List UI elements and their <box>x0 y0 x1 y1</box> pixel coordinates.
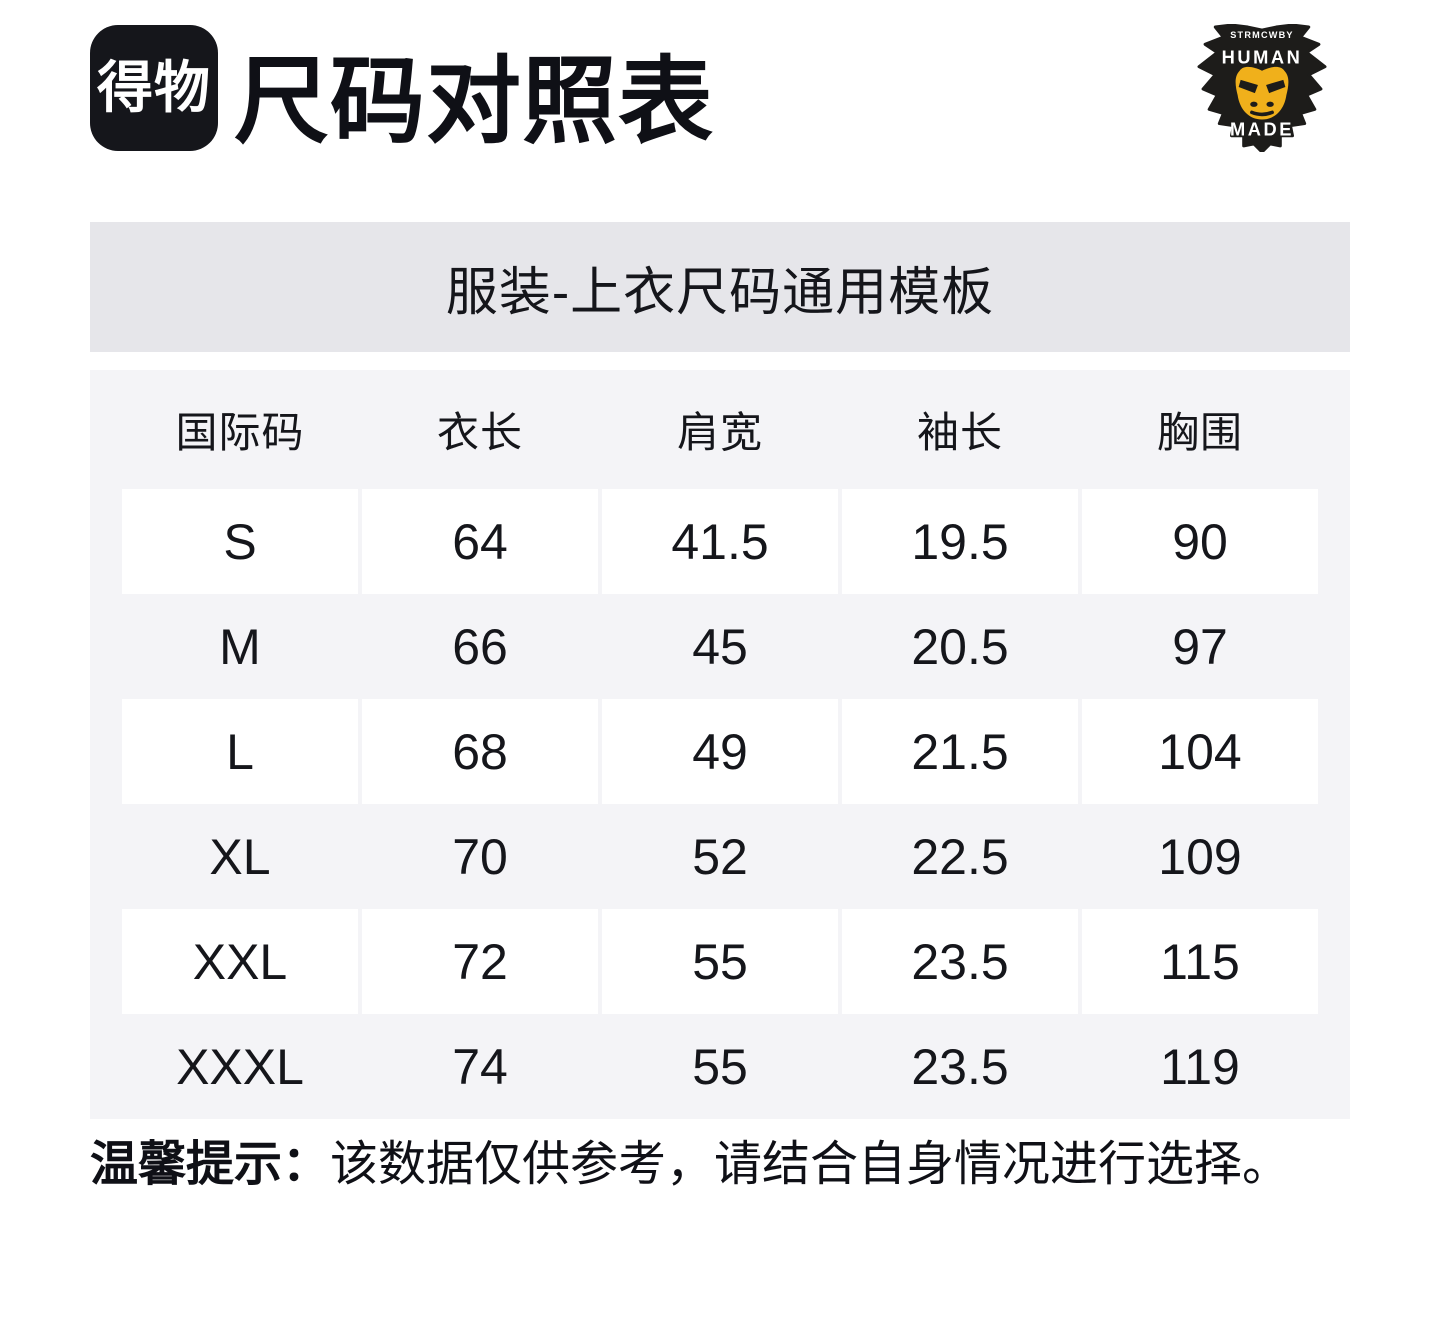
footer-note-label: 温馨提示： <box>90 1138 331 1191</box>
value-cell: 55 <box>602 909 838 1014</box>
value-cell: 72 <box>362 909 598 1014</box>
brand-word-human: HUMAN <box>1222 47 1303 68</box>
value-cell: 104 <box>1082 699 1318 804</box>
value-cell: 23.5 <box>842 909 1078 1014</box>
size-table: 国际码 衣长 肩宽 袖长 胸围 S 64 41.5 19.5 90 M 66 4… <box>90 370 1350 1119</box>
value-cell: 68 <box>362 699 598 804</box>
value-cell: 97 <box>1172 618 1228 675</box>
size-cell: M <box>219 618 261 675</box>
page-title: 尺码对照表 <box>234 49 715 155</box>
gorilla-face <box>1235 66 1289 120</box>
column-header-size: 国际码 <box>175 409 305 456</box>
value-cell: 64 <box>362 489 598 594</box>
template-banner: 服装-上衣尺码通用模板 <box>90 222 1350 352</box>
size-cell: L <box>122 699 358 804</box>
dewu-logo-text: 得物 <box>97 56 211 119</box>
value-cell: 109 <box>1158 828 1242 885</box>
value-cell: 21.5 <box>842 699 1078 804</box>
value-cell: 41.5 <box>602 489 838 594</box>
value-cell: 55 <box>692 1038 748 1095</box>
size-cell: S <box>122 489 358 594</box>
gorilla-right-eye <box>1266 79 1286 94</box>
brand-top-text: STRMCWBY <box>1230 30 1293 40</box>
column-header-chest: 胸围 <box>1156 409 1243 456</box>
gorilla-left-nostril <box>1250 101 1258 107</box>
footer-note-text: 该数据仅供参考，请结合自身情况进行选择。 <box>330 1138 1291 1191</box>
dewu-logo: 得物 <box>90 25 218 151</box>
value-cell: 70 <box>452 828 508 885</box>
footer-note: 温馨提示：该数据仅供参考，请结合自身情况进行选择。 <box>90 1134 1290 1196</box>
table-row-xxl: XXL 72 55 23.5 115 <box>120 909 1320 1014</box>
table-row-xxxl: XXXL 74 55 23.5 119 <box>120 1014 1320 1119</box>
table-row-l: L 68 49 21.5 104 <box>120 699 1320 804</box>
value-cell: 52 <box>692 828 748 885</box>
value-cell: 19.5 <box>842 489 1078 594</box>
size-cell: XXXL <box>176 1038 304 1095</box>
gorilla-right-nostril <box>1266 101 1274 107</box>
value-cell: 66 <box>452 618 508 675</box>
table-row-m: M 66 45 20.5 97 <box>120 594 1320 699</box>
value-cell: 20.5 <box>911 618 1009 675</box>
human-made-logo: STRMCWBY HUMAN MADE <box>1197 24 1327 152</box>
value-cell: 74 <box>452 1038 508 1095</box>
value-cell: 22.5 <box>911 828 1009 885</box>
table-row-s: S 64 41.5 19.5 90 <box>120 489 1320 594</box>
value-cell: 119 <box>1160 1038 1240 1095</box>
size-table-header-row: 国际码 衣长 肩宽 袖长 胸围 <box>120 370 1320 489</box>
size-cell: XXL <box>122 909 358 1014</box>
value-cell: 23.5 <box>911 1038 1009 1095</box>
table-row-xl: XL 70 52 22.5 109 <box>120 804 1320 909</box>
size-cell: XL <box>209 828 271 885</box>
template-banner-text: 服装-上衣尺码通用模板 <box>445 263 995 322</box>
value-cell: 115 <box>1082 909 1318 1014</box>
gorilla-left-eye <box>1238 79 1258 94</box>
value-cell: 90 <box>1082 489 1318 594</box>
column-header-shoulder: 肩宽 <box>676 409 763 456</box>
column-header-length: 衣长 <box>436 409 523 456</box>
value-cell: 45 <box>692 618 748 675</box>
value-cell: 49 <box>602 699 838 804</box>
gorilla-mouth <box>1250 110 1274 117</box>
brand-word-made: MADE <box>1230 119 1294 140</box>
column-header-sleeve: 袖长 <box>916 409 1003 456</box>
